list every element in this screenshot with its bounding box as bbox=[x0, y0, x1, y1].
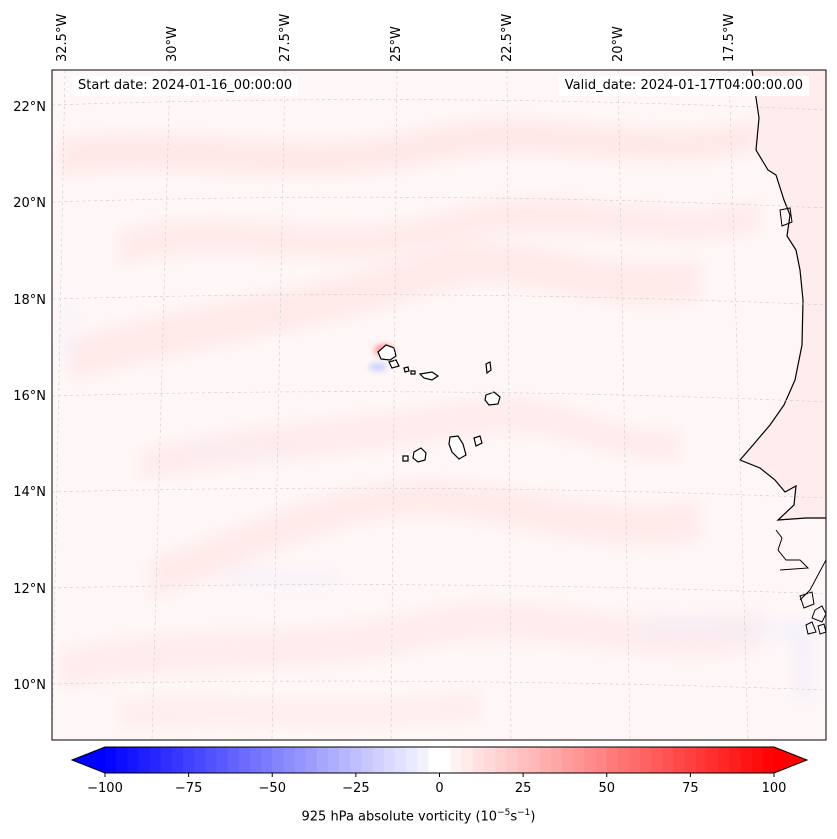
colorbar bbox=[70, 746, 809, 777]
colorbar-segment bbox=[450, 747, 463, 773]
africa-coastline bbox=[738, 70, 826, 521]
colorbar-segment bbox=[751, 747, 764, 773]
colorbar-segment bbox=[138, 747, 151, 773]
colorbar-segment bbox=[350, 747, 363, 773]
lat-label: 22°N bbox=[13, 100, 46, 115]
colorbar-segment bbox=[673, 747, 686, 773]
colorbar-segment bbox=[328, 747, 340, 773]
colorbar-segment bbox=[472, 747, 485, 773]
gridlines bbox=[52, 70, 826, 740]
latitude-labels: 22°N 20°N 18°N 16°N 14°N 12°N 10°N bbox=[13, 100, 46, 693]
colorbar-tick-label: 25 bbox=[514, 781, 532, 796]
colorbar-segment bbox=[294, 747, 307, 773]
longitude-labels: 32.5°W 30°W 27.5°W 25°W 22.5°W 20°W 17.5… bbox=[55, 14, 737, 62]
colorbar-min-extend bbox=[72, 747, 105, 773]
colorbar-label: 925 hPa absolute vorticity (10−5s−1) bbox=[301, 808, 536, 825]
colorbar-tick-label: −25 bbox=[342, 781, 370, 796]
lon-label: 17.5°W bbox=[722, 14, 737, 62]
colorbar-segment bbox=[695, 747, 708, 773]
lat-label: 10°N bbox=[13, 678, 46, 693]
colorbar-segment bbox=[506, 747, 519, 773]
colorbar-max-extend bbox=[774, 747, 807, 773]
colorbar-segment bbox=[517, 747, 530, 773]
colorbar-segment bbox=[339, 747, 351, 773]
colorbar-segment bbox=[729, 747, 742, 773]
colorbar-tick-label: 50 bbox=[598, 781, 616, 796]
colorbar-segment bbox=[406, 747, 418, 773]
colorbar-tick-label: −100 bbox=[87, 781, 123, 796]
colorbar-segment bbox=[573, 747, 586, 773]
colorbar-segment bbox=[684, 747, 697, 773]
start-date-label: Start date: 2024-01-16_00:00:00 bbox=[72, 76, 299, 96]
colorbar-segment bbox=[495, 747, 507, 773]
colorbar-segments bbox=[72, 747, 807, 773]
colorbar-segment bbox=[662, 747, 675, 773]
colorbar-segment bbox=[762, 747, 775, 773]
colorbar-segment bbox=[428, 747, 441, 773]
lat-label: 20°N bbox=[13, 196, 46, 211]
colorbar-tick-label: 75 bbox=[682, 781, 699, 796]
colorbar-segment bbox=[718, 747, 730, 773]
colorbar-segment bbox=[394, 747, 407, 773]
colorbar-segment bbox=[272, 747, 284, 773]
colorbar-segment bbox=[740, 747, 753, 773]
colorbar-segment bbox=[171, 747, 184, 773]
colorbar-segment bbox=[127, 747, 140, 773]
valid-date-label: Valid_date: 2024-01-17T04:00:00.00 bbox=[558, 76, 809, 96]
colorbar-segment bbox=[372, 747, 385, 773]
colorbar-segment bbox=[316, 747, 329, 773]
lon-label: 30°W bbox=[165, 26, 180, 62]
lon-label: 20°W bbox=[611, 26, 626, 62]
colorbar-segment bbox=[640, 747, 652, 773]
colorbar-segment bbox=[183, 747, 195, 773]
lat-label: 14°N bbox=[13, 485, 46, 500]
lon-label: 22.5°W bbox=[500, 14, 515, 62]
colorbar-segment bbox=[439, 747, 452, 773]
colorbar-segment bbox=[584, 747, 597, 773]
colorbar-segment bbox=[595, 747, 608, 773]
colorbar-segment bbox=[383, 747, 396, 773]
colorbar-tick-label: −75 bbox=[174, 781, 203, 796]
colorbar-segment bbox=[562, 747, 574, 773]
lon-label: 25°W bbox=[389, 26, 404, 62]
colorbar-segment bbox=[651, 747, 664, 773]
colorbar-segment bbox=[305, 747, 318, 773]
colorbar-segment bbox=[528, 747, 541, 773]
colorbar-segment bbox=[227, 747, 240, 773]
lat-label: 18°N bbox=[13, 293, 46, 308]
colorbar-tick-label: 0 bbox=[435, 781, 444, 796]
colorbar-segment bbox=[105, 747, 117, 773]
colorbar-segment bbox=[551, 747, 563, 773]
colorbar-segment bbox=[160, 747, 173, 773]
colorbar-tick-label: −50 bbox=[258, 781, 286, 796]
lon-label: 32.5°W bbox=[55, 14, 70, 62]
colorbar-segment bbox=[216, 747, 229, 773]
colorbar-segment bbox=[261, 747, 273, 773]
colorbar-segment bbox=[707, 747, 719, 773]
colorbar-segment bbox=[461, 747, 474, 773]
colorbar-segment bbox=[629, 747, 641, 773]
colorbar-tick-label: 100 bbox=[761, 781, 787, 796]
colorbar-segment bbox=[205, 747, 218, 773]
cape-verde-islands bbox=[377, 344, 501, 463]
colorbar-segment bbox=[617, 747, 630, 773]
lat-label: 12°N bbox=[13, 582, 46, 597]
map-frame bbox=[51, 69, 827, 741]
colorbar-segment bbox=[238, 747, 251, 773]
colorbar-segment bbox=[249, 747, 262, 773]
lat-label: 16°N bbox=[13, 389, 46, 404]
africa-land bbox=[740, 70, 826, 520]
colorbar-segment bbox=[149, 747, 162, 773]
colorbar-segment bbox=[539, 747, 552, 773]
vorticity-field bbox=[52, 70, 826, 740]
colorbar-segment bbox=[606, 747, 619, 773]
colorbar-segment bbox=[361, 747, 374, 773]
colorbar-segment bbox=[194, 747, 206, 773]
colorbar-segment bbox=[116, 747, 128, 773]
colorbar-segment bbox=[484, 747, 496, 773]
colorbar-segment bbox=[417, 747, 429, 773]
lon-label: 27.5°W bbox=[278, 14, 293, 62]
colorbar-segment bbox=[283, 747, 296, 773]
